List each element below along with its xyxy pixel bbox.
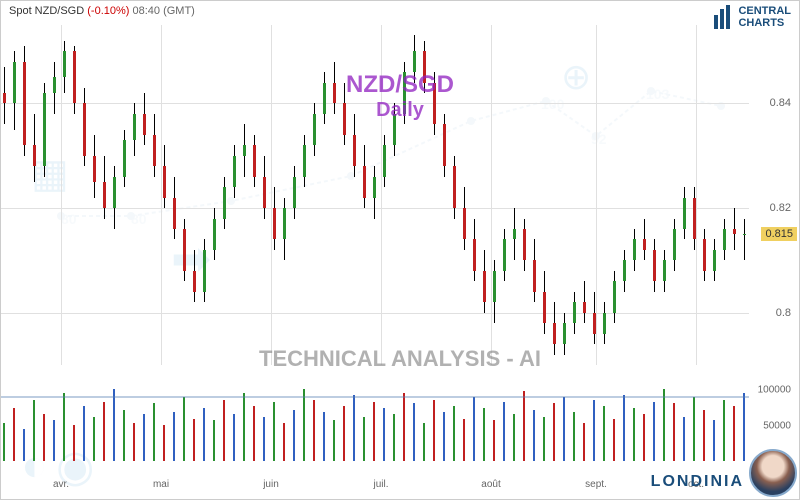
logo-text: CENTRALCHARTS [738, 5, 791, 29]
price-chart[interactable] [1, 25, 749, 365]
volume-chart[interactable] [1, 376, 749, 461]
price-y-axis: 0.80.820.840.815 [749, 25, 799, 365]
current-price-label: 0.815 [761, 227, 797, 241]
logo-icon [714, 5, 734, 29]
logo[interactable]: CENTRALCHARTS [714, 5, 791, 29]
chart-container: Spot NZD/SGD (-0.10%) 08:40 (GMT) CENTRA… [0, 0, 800, 500]
londinia-label[interactable]: LONDINIA [651, 473, 744, 491]
pair-name: Spot NZD/SGD [9, 5, 84, 17]
price-change: (-0.10%) [87, 5, 129, 17]
time-x-axis: avr.maijuinjuil.aoûtsept.oct. [1, 479, 749, 495]
header-info: Spot NZD/SGD (-0.10%) 08:40 (GMT) [9, 5, 195, 17]
timestamp: 08:40 (GMT) [133, 5, 195, 17]
assistant-avatar[interactable] [749, 449, 797, 497]
